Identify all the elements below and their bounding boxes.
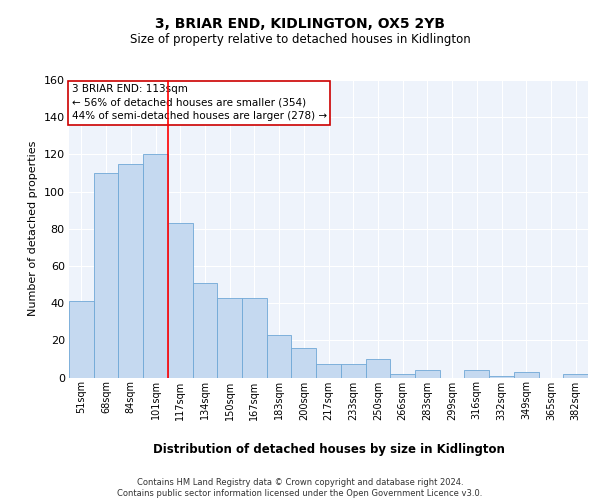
Bar <box>292 348 316 378</box>
Bar <box>390 374 415 378</box>
Bar <box>267 334 292 378</box>
Bar <box>514 372 539 378</box>
Bar <box>365 359 390 378</box>
Bar <box>69 302 94 378</box>
Bar <box>193 282 217 378</box>
Bar <box>168 223 193 378</box>
Bar <box>143 154 168 378</box>
Text: 3 BRIAR END: 113sqm
← 56% of detached houses are smaller (354)
44% of semi-detac: 3 BRIAR END: 113sqm ← 56% of detached ho… <box>71 84 327 121</box>
Bar <box>464 370 489 378</box>
Text: 3, BRIAR END, KIDLINGTON, OX5 2YB: 3, BRIAR END, KIDLINGTON, OX5 2YB <box>155 18 445 32</box>
Bar <box>217 298 242 378</box>
Bar <box>242 298 267 378</box>
Bar <box>415 370 440 378</box>
Bar <box>563 374 588 378</box>
Bar <box>489 376 514 378</box>
Text: Distribution of detached houses by size in Kidlington: Distribution of detached houses by size … <box>152 442 505 456</box>
Bar <box>316 364 341 378</box>
Bar <box>94 173 118 378</box>
Bar <box>118 164 143 378</box>
Bar <box>341 364 365 378</box>
Y-axis label: Number of detached properties: Number of detached properties <box>28 141 38 316</box>
Text: Contains HM Land Registry data © Crown copyright and database right 2024.
Contai: Contains HM Land Registry data © Crown c… <box>118 478 482 498</box>
Text: Size of property relative to detached houses in Kidlington: Size of property relative to detached ho… <box>130 32 470 46</box>
